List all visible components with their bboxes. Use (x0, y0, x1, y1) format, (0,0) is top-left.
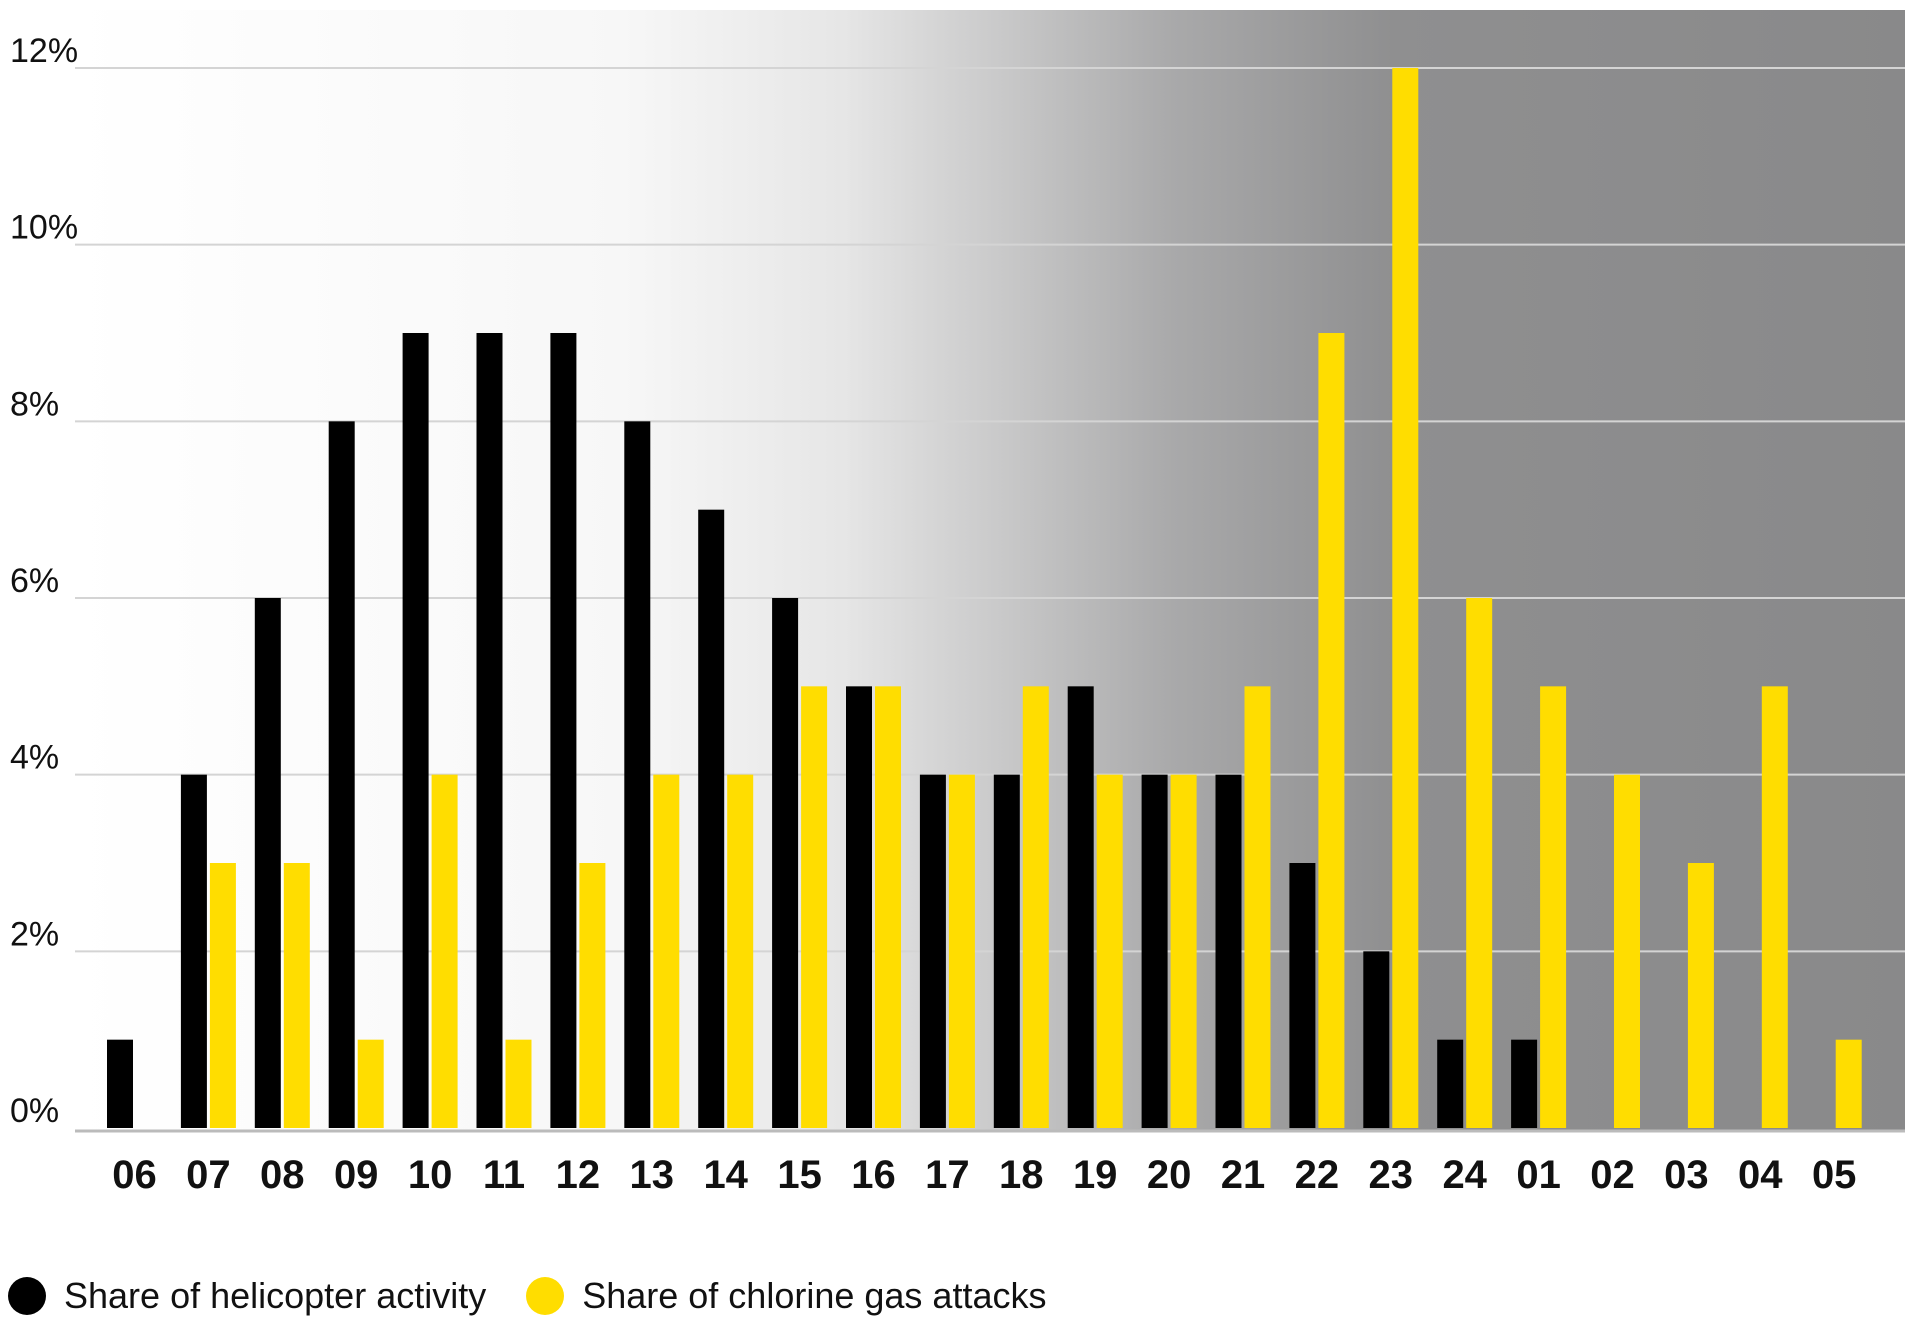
x-tick-label: 20 (1147, 1153, 1192, 1197)
x-tick-label: 24 (1442, 1153, 1487, 1197)
bar-chlorine (1540, 686, 1567, 1128)
bar-helicopter (772, 598, 799, 1128)
x-tick-label: 06 (112, 1153, 157, 1197)
y-tick-label: 10% (10, 209, 78, 247)
bar-helicopter (402, 333, 429, 1128)
bar-helicopter (1437, 1039, 1464, 1128)
bar-chlorine (1096, 774, 1123, 1128)
bar-helicopter (1289, 863, 1316, 1128)
legend-item-helicopter: Share of helicopter activity (8, 1275, 486, 1317)
bar-chlorine (653, 774, 680, 1128)
x-tick-label: 18 (999, 1153, 1044, 1197)
bar-helicopter (328, 421, 355, 1128)
bar-helicopter (254, 598, 281, 1128)
gridlines (75, 67, 1905, 953)
y-tick-label: 0% (10, 1092, 59, 1130)
x-tick-label: 09 (334, 1153, 379, 1197)
x-tick-label: 21 (1221, 1153, 1266, 1197)
x-tick-label: 11 (483, 1153, 525, 1197)
bar-chlorine (357, 1039, 384, 1128)
bar-chlorine (1761, 686, 1788, 1128)
x-tick-label: 03 (1664, 1153, 1709, 1197)
legend-marker-black (8, 1277, 46, 1315)
x-tick-label: 19 (1073, 1153, 1118, 1197)
y-tick-label: 6% (10, 562, 59, 600)
bar-helicopter (550, 333, 577, 1128)
bar-chlorine (1022, 686, 1049, 1128)
bar-chlorine (948, 774, 975, 1128)
plot-background (75, 10, 1905, 1130)
bar-helicopter (1141, 774, 1168, 1128)
x-tick-label: 01 (1516, 1153, 1561, 1197)
bar-chlorine (727, 774, 754, 1128)
bar-chlorine (801, 686, 828, 1128)
bar-helicopter (846, 686, 872, 1128)
x-tick-label: 16 (851, 1153, 896, 1197)
x-tick-label: 04 (1738, 1153, 1783, 1197)
bar-chlorine (209, 863, 236, 1128)
x-axis-ticks: 06 07 08 09 10 11 12 13 14 15 16 17 18 19 20 21 22 23 24 01… (112, 1153, 1856, 1197)
bar-helicopter (180, 774, 207, 1128)
x-tick-label: 08 (260, 1153, 305, 1197)
bar-helicopter (624, 421, 651, 1128)
bar-chlorine (875, 686, 901, 1128)
y-tick-label: 8% (10, 385, 59, 423)
x-tick-label: 05 (1812, 1153, 1857, 1197)
bar-chlorine (505, 1039, 532, 1128)
x-tick-label: 15 (777, 1153, 822, 1197)
x-tick-label: 22 (1295, 1153, 1340, 1197)
x-tick-label: 14 (703, 1153, 748, 1197)
legend-label-chlorine: Share of chlorine gas attacks (582, 1275, 1047, 1316)
bar-chlorine (1170, 774, 1197, 1128)
x-tick-label: 23 (1369, 1153, 1414, 1197)
y-tick-label: 2% (10, 915, 59, 953)
bar-chlorine (431, 774, 458, 1128)
bar-chlorine (1687, 863, 1714, 1128)
bar-chlorine (1835, 1039, 1862, 1128)
legend-marker-yellow (526, 1277, 565, 1315)
bar-helicopter (993, 774, 1020, 1128)
bar-chlorine (1244, 686, 1271, 1128)
bar-helicopter (698, 509, 725, 1129)
y-tick-label: 4% (10, 739, 59, 777)
bar-helicopter (476, 333, 503, 1128)
bar-chlorine (283, 863, 310, 1128)
bar-helicopter (919, 774, 946, 1128)
bar-chlorine (579, 863, 606, 1128)
x-tick-label: 17 (925, 1153, 970, 1197)
bar-chlorine (1466, 598, 1493, 1128)
y-axis-ticks: 0% 2% 4% 6% 8% 10% 12% (10, 32, 78, 1130)
bar-chlorine (1392, 68, 1419, 1128)
bar-helicopter (1511, 1039, 1538, 1128)
bar-helicopter (1215, 774, 1242, 1128)
bars (107, 68, 1862, 1129)
bar-chlorine (1614, 774, 1640, 1128)
bar-helicopter (1067, 686, 1094, 1128)
bar-helicopter (107, 1039, 133, 1128)
x-tick-label: 13 (630, 1153, 675, 1197)
legend-label-helicopter: Share of helicopter activity (64, 1275, 487, 1316)
x-tick-label: 07 (186, 1153, 231, 1197)
y-tick-label: 12% (10, 32, 78, 70)
x-tick-label: 12 (556, 1153, 601, 1197)
x-tick-label: 10 (408, 1153, 453, 1197)
legend-item-chlorine: Share of chlorine gas attacks (526, 1275, 1046, 1317)
bar-helicopter (1363, 951, 1390, 1128)
x-tick-label: 02 (1590, 1153, 1635, 1197)
legend: Share of helicopter activity Share of ch… (8, 1275, 1086, 1317)
bar-chlorine (1318, 333, 1345, 1128)
